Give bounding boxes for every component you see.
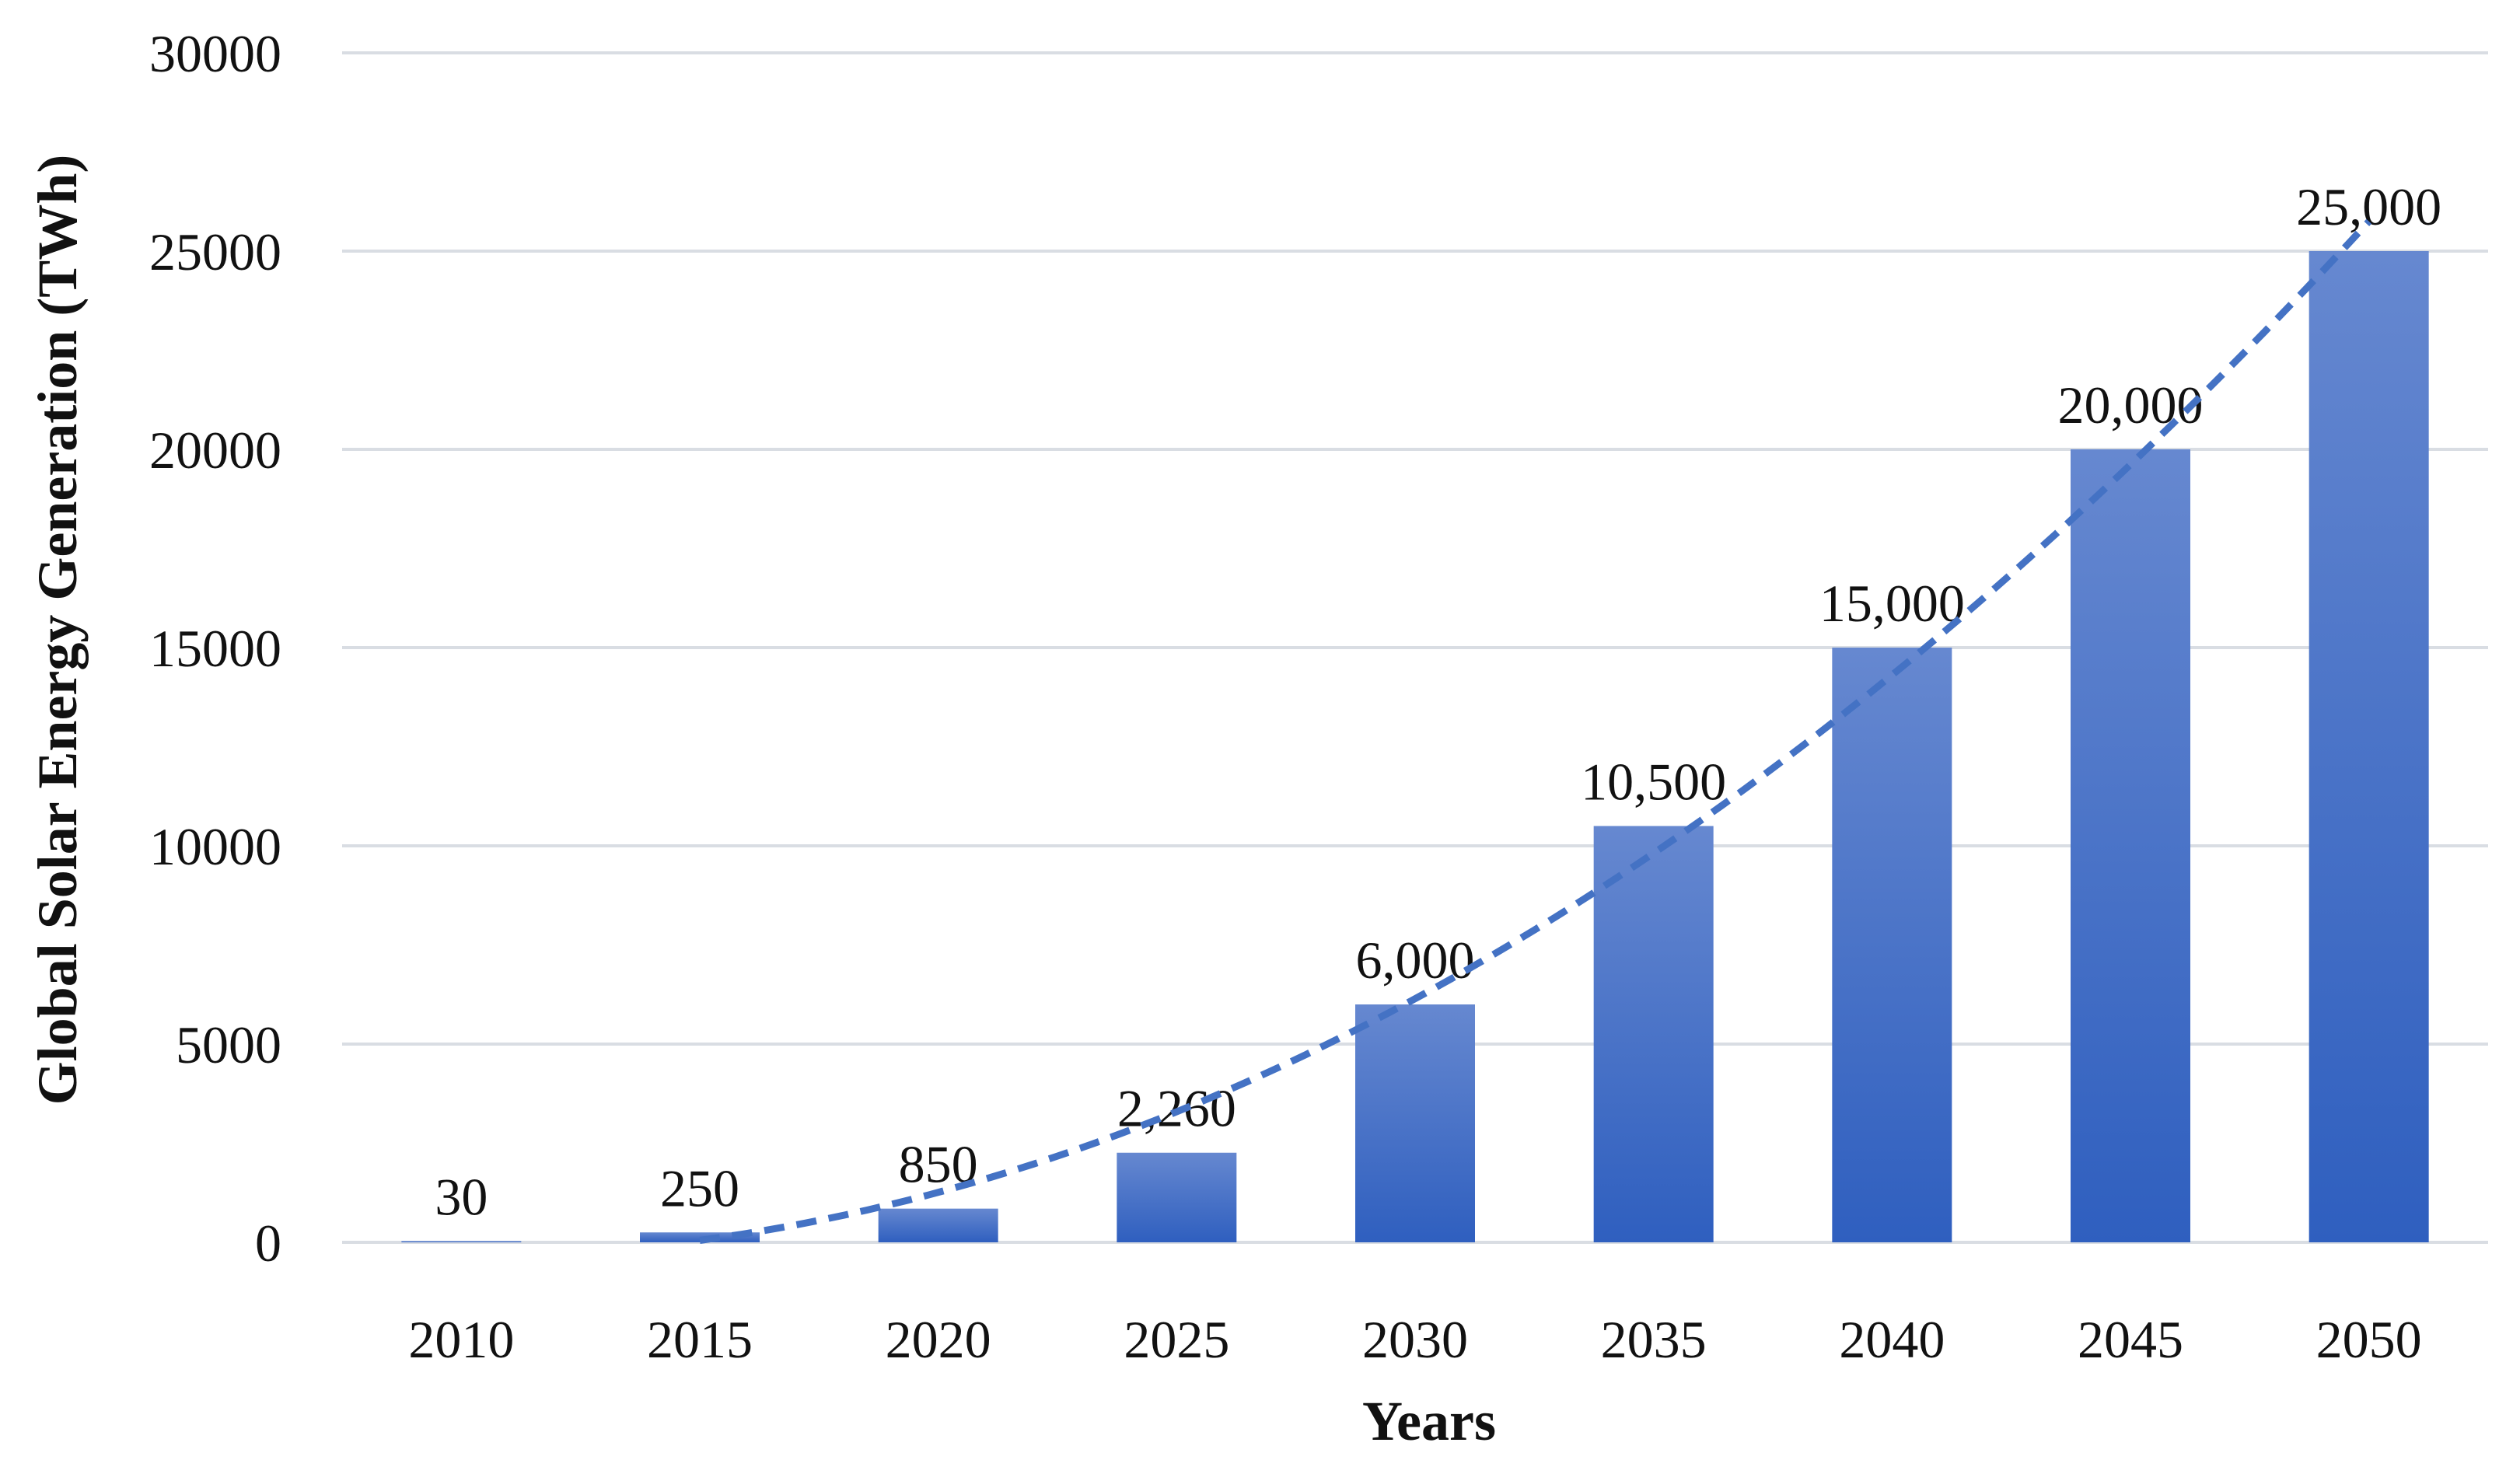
y-axis-ticks: 0 5000 10000 15000 20000 25000 30000 (149, 24, 281, 1273)
data-label: 30 (435, 1167, 488, 1226)
data-label: 10,500 (1581, 753, 1726, 812)
x-tick-label: 2010 (408, 1310, 514, 1369)
bar-2020 (878, 1208, 998, 1242)
data-label: 25,000 (2296, 177, 2441, 236)
x-tick-label: 2050 (2316, 1310, 2422, 1369)
y-tick-label: 20000 (149, 421, 281, 480)
data-label: 15,000 (1819, 574, 1965, 633)
trendline (699, 218, 2372, 1244)
x-tick-label: 2015 (647, 1310, 753, 1369)
y-tick-label: 5000 (176, 1015, 281, 1074)
x-tick-label: 2035 (1601, 1310, 1707, 1369)
data-label: 20,000 (2058, 375, 2204, 435)
data-label: 250 (660, 1158, 739, 1217)
bar-2035 (1593, 826, 1714, 1242)
y-tick-label: 10000 (149, 817, 281, 876)
x-tick-label: 2025 (1124, 1310, 1229, 1369)
bars (401, 251, 2429, 1242)
x-axis-title: Years (1362, 1390, 1496, 1452)
x-tick-label: 2030 (1362, 1310, 1468, 1369)
y-tick-label: 30000 (149, 24, 281, 83)
bar-2025 (1117, 1152, 1237, 1242)
x-tick-label: 2040 (1839, 1310, 1945, 1369)
y-tick-label: 25000 (149, 222, 281, 281)
bar-2030 (1355, 1004, 1475, 1242)
bar-2045 (2071, 449, 2190, 1242)
y-tick-label: 0 (255, 1214, 281, 1273)
x-tick-label: 2045 (2078, 1310, 2183, 1369)
data-label: 6,000 (1356, 931, 1475, 990)
x-tick-label: 2020 (886, 1310, 991, 1369)
gridlines (342, 51, 2488, 1244)
y-axis-title: Global Solar Energy Generation (TWh) (26, 155, 89, 1105)
x-axis-ticks: 2010 2015 2020 2025 2030 2035 2040 2045 2050 (408, 1310, 2421, 1369)
bar-2050 (2309, 251, 2429, 1242)
y-tick-label: 15000 (149, 619, 281, 678)
bar-2040 (1832, 648, 1952, 1242)
bar-2010 (401, 1241, 522, 1242)
